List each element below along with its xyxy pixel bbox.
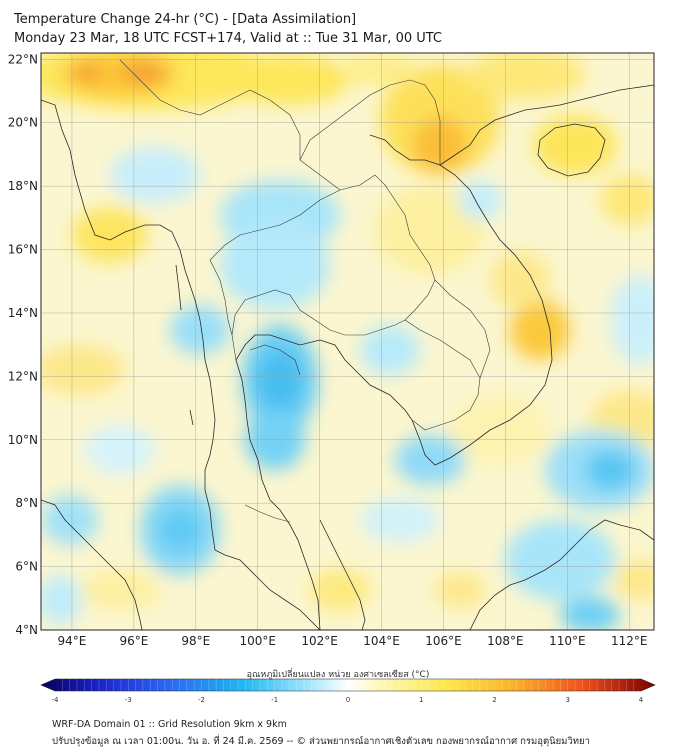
lon-tick-label: 102°E xyxy=(301,634,338,648)
lat-tick-label: 20°N xyxy=(8,116,38,130)
footer-credit: ปรับปรุงข้อมูล ณ เวลา 01:00น. วัน อ. ที่… xyxy=(52,736,590,747)
lat-tick-label: 12°N xyxy=(8,369,38,383)
colorbar: -4 -3 -2 -1 0 1 2 3 4 xyxy=(40,678,656,704)
graticule xyxy=(41,53,654,630)
lon-tick-label: 96°E xyxy=(119,634,148,648)
longitude-ticks: 94°E 96°E 98°E 100°E 102°E 104°E 106°E 108°E 110… xyxy=(58,634,648,648)
colorbar-gradient xyxy=(40,678,656,692)
colorbar-label: อุณหภูมิเปลี่ยนแปลง หน่วย องศาเซลเซียส (… xyxy=(246,670,430,680)
colorbar-tick-label: 0 xyxy=(346,696,350,704)
colorbar-tick-label: -4 xyxy=(52,696,60,704)
lon-tick-label: 98°E xyxy=(181,634,210,648)
lat-tick-label: 10°N xyxy=(8,433,38,447)
map-frame xyxy=(40,52,655,631)
colorbar-ticks: -4 -3 -2 -1 0 1 2 3 4 xyxy=(52,696,644,704)
lon-tick-label: 112°E xyxy=(611,634,648,648)
coastlines xyxy=(41,84,654,630)
country-borders xyxy=(119,59,491,523)
colorbar-tick-label: 1 xyxy=(419,696,423,704)
map-subtitle: Monday 23 Mar, 18 UTC FCST+174, Valid at… xyxy=(14,31,443,46)
colorbar-tick-label: -3 xyxy=(125,696,132,704)
colorbar-tick-label: 4 xyxy=(639,696,644,704)
colorbar-tick-label: -2 xyxy=(198,696,205,704)
lat-tick-label: 8°N xyxy=(15,496,38,510)
lat-tick-label: 18°N xyxy=(8,179,38,193)
lon-tick-label: 106°E xyxy=(425,634,462,648)
lon-tick-label: 108°E xyxy=(487,634,524,648)
temperature-field xyxy=(41,53,654,630)
colorbar-tick-label: 3 xyxy=(566,696,570,704)
lon-tick-label: 100°E xyxy=(239,634,276,648)
lat-tick-label: 14°N xyxy=(8,306,38,320)
colorbar-tick-label: -1 xyxy=(271,696,278,704)
colorbar-segments xyxy=(62,679,634,691)
map-title: Temperature Change 24-hr (°C) - [Data As… xyxy=(14,12,357,27)
colorbar-tick-label: 2 xyxy=(492,696,496,704)
lat-tick-label: 6°N xyxy=(15,560,38,574)
lat-tick-label: 22°N xyxy=(8,52,38,66)
footer-model-info: WRF-DA Domain 01 :: Grid Resolution 9km … xyxy=(52,719,287,730)
latitude-ticks: 22°N 20°N 18°N 16°N 14°N 12°N 10°N 8°N 6°N 4°N xyxy=(8,52,38,637)
lon-tick-label: 110°E xyxy=(549,634,586,648)
lat-tick-label: 4°N xyxy=(15,623,38,637)
lat-tick-label: 16°N xyxy=(8,243,38,257)
lon-tick-label: 94°E xyxy=(58,634,87,648)
lon-tick-label: 104°E xyxy=(363,634,400,648)
